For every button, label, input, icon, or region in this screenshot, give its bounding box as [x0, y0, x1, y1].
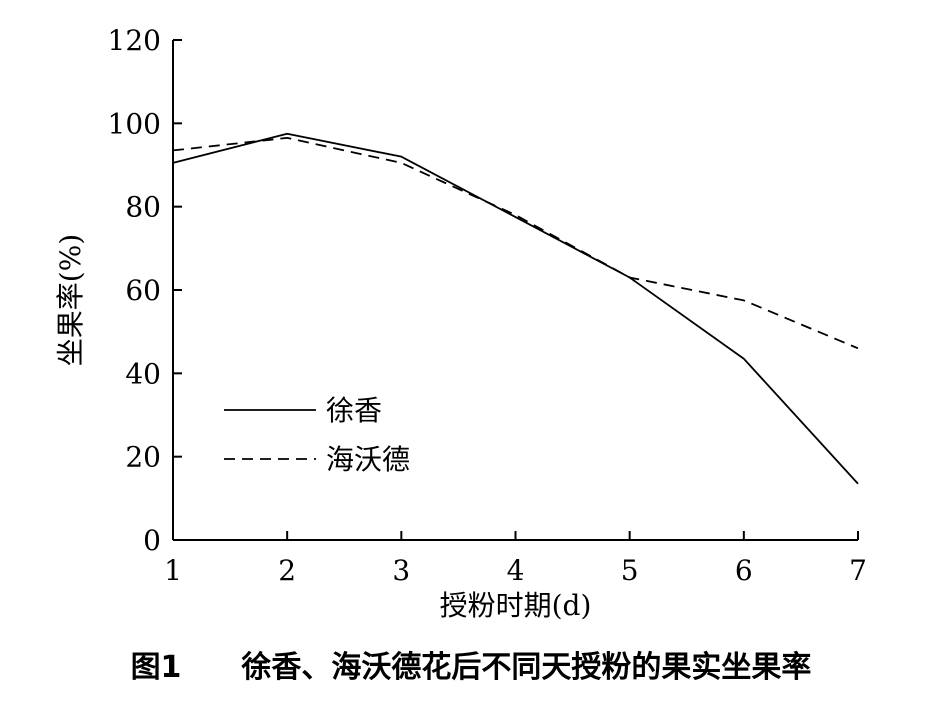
figure-caption: 图1 徐香、海沃德花后不同天授粉的果实坐果率	[130, 650, 812, 685]
x-tick-label: 4	[507, 554, 525, 587]
series-line-2	[172, 137, 859, 350]
x-tick-label: 3	[392, 554, 410, 587]
y-tick-label: 40	[125, 357, 161, 390]
x-tick-label: 1	[164, 554, 182, 587]
x-tick-label: 6	[735, 554, 753, 587]
x-tick-label: 5	[621, 554, 639, 587]
y-tick-label: 0	[143, 524, 161, 557]
series-layer	[172, 132, 859, 485]
y-axis-ticks: 0 20 40 60 80 100 120	[108, 24, 182, 557]
x-axis-label: 授粉时期(d)	[440, 589, 592, 622]
x-axis-ticks: 1 2 3 4 5 6 7	[164, 531, 867, 587]
y-tick-label: 120	[108, 24, 161, 57]
y-axis-label: 坐果率(%)	[54, 234, 87, 366]
series-line-1	[172, 132, 859, 485]
legend-label-2: 海沃德	[326, 443, 410, 476]
chart-axes	[172, 40, 858, 541]
x-tick-label: 2	[278, 554, 296, 587]
legend-label-1: 徐香	[326, 394, 382, 427]
x-tick-label: 7	[849, 554, 867, 587]
y-tick-label: 100	[108, 107, 161, 140]
y-tick-label: 80	[125, 191, 161, 224]
y-tick-label: 20	[125, 441, 161, 474]
y-tick-label: 60	[125, 274, 161, 307]
